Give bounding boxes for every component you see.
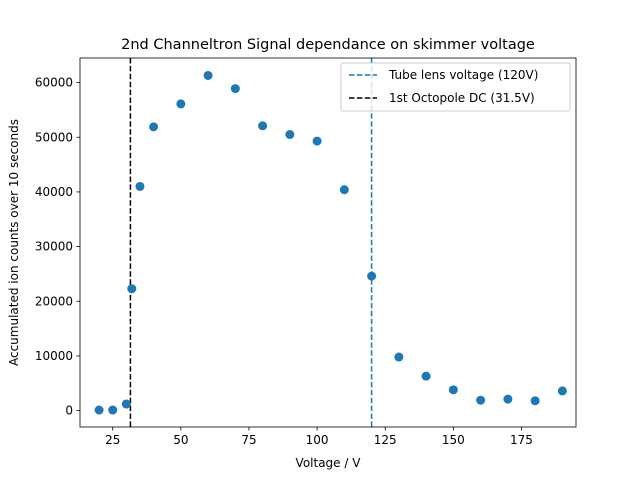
x-tick-label: 125 bbox=[374, 433, 397, 447]
y-tick-label: 10000 bbox=[35, 349, 73, 363]
y-tick-label: 0 bbox=[65, 404, 73, 418]
data-point bbox=[108, 406, 117, 415]
data-point bbox=[558, 386, 567, 395]
y-tick-label: 30000 bbox=[35, 240, 73, 254]
data-point bbox=[285, 130, 294, 139]
data-point bbox=[449, 385, 458, 394]
y-tick-label: 50000 bbox=[35, 130, 73, 144]
legend-label-tube-lens: Tube lens voltage (120V) bbox=[388, 68, 538, 82]
data-point bbox=[204, 71, 213, 80]
plot-area bbox=[80, 58, 576, 427]
data-point bbox=[476, 396, 485, 405]
x-tick-label: 150 bbox=[442, 433, 465, 447]
data-point bbox=[258, 121, 267, 130]
y-tick-label: 40000 bbox=[35, 185, 73, 199]
x-axis-ticks: 25 50 75 100 125 150 175 bbox=[105, 427, 533, 447]
data-point bbox=[149, 122, 158, 131]
data-point bbox=[122, 400, 131, 409]
legend: Tube lens voltage (120V) 1st Octopole DC… bbox=[341, 63, 570, 111]
x-tick-label: 50 bbox=[173, 433, 188, 447]
x-tick-label: 100 bbox=[306, 433, 329, 447]
chart-title: 2nd Channeltron Signal dependance on ski… bbox=[121, 37, 535, 53]
x-tick-label: 175 bbox=[510, 433, 533, 447]
y-tick-label: 60000 bbox=[35, 76, 73, 90]
x-tick-label: 25 bbox=[105, 433, 120, 447]
data-point bbox=[176, 99, 185, 108]
x-axis-title: Voltage / V bbox=[296, 456, 362, 470]
data-point bbox=[531, 396, 540, 405]
data-point bbox=[503, 395, 512, 404]
y-axis-title: Accumulated ion counts over 10 seconds bbox=[7, 119, 21, 366]
legend-label-octopole: 1st Octopole DC (31.5V) bbox=[389, 91, 535, 105]
data-point bbox=[313, 137, 322, 146]
data-point bbox=[394, 353, 403, 362]
x-tick-label: 75 bbox=[241, 433, 256, 447]
data-point bbox=[422, 372, 431, 381]
data-point bbox=[127, 284, 136, 293]
data-point bbox=[135, 182, 144, 191]
data-point bbox=[231, 84, 240, 93]
data-point bbox=[367, 272, 376, 281]
data-point bbox=[95, 406, 104, 415]
y-axis-ticks: 0 10000 20000 30000 40000 50000 60000 bbox=[35, 76, 80, 418]
y-tick-label: 20000 bbox=[35, 294, 73, 308]
data-point bbox=[340, 185, 349, 194]
